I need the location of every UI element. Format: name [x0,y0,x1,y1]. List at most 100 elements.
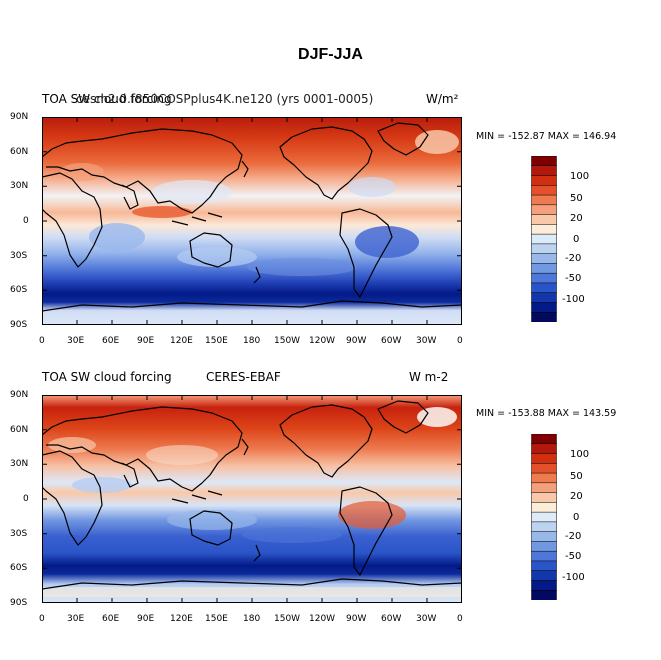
panel-2-lat-tick: 60S [10,563,28,573]
panel-2-lon-tick: 30W [416,614,437,624]
panel-2-colorbar-label: 0 [573,512,580,523]
panel-1-colorbar [531,156,557,322]
panel-1-units-label: W/m² [426,92,459,106]
panel-2-colorbar-label: 20 [570,491,583,502]
panel-1-colorbar-label: 0 [573,234,580,245]
colorbar-swatch [531,185,557,196]
colorbar-swatch [531,263,557,274]
panel-1-lon-tick: 150E [205,336,228,346]
panel-1-lon-tick: 180 [243,336,261,346]
panel-2-map [42,395,462,603]
colorbar-swatch [531,472,557,484]
colorbar-swatch [531,204,557,216]
panel-1-lat-tick: 90S [10,320,28,330]
panel-1-lon-tick: 0 [39,336,45,346]
panel-1-lat-tick: 60N [10,147,29,157]
panel-2-lon-tick: 0 [39,614,45,624]
panel-1-lat-tick: 90N [10,112,29,122]
panel-2-colorbar-label: 100 [570,449,590,460]
panel-1-colorbar-label: -100 [562,294,585,305]
panel-1-map [42,117,462,325]
panel-2-lat-tick: 30S [10,529,28,539]
colorbar-swatch [531,165,557,177]
panel-2-lat-tick: 60N [10,425,29,435]
colorbar-swatch [531,589,557,600]
panel-1-lon-tick: 150W [274,336,301,346]
panel-1-colorbar-label: -20 [565,253,582,264]
colorbar-swatch [531,492,557,503]
panel-2-colorbar-label: -100 [562,572,585,583]
panel-2-lat-tick: 90N [10,390,29,400]
panel-2-lat-tick: 30N [10,459,29,469]
panel-1-lon-tick: 60W [381,336,402,346]
panel-2-colorbar-label: 50 [570,471,583,482]
panel-1-lon-tick: 0 [457,336,463,346]
panel-2-left-label: TOA SW cloud forcing [42,370,172,384]
panel-1-lat-tick: 60S [10,285,28,295]
panel-1-lon-tick: 120E [170,336,193,346]
colorbar-swatch [531,194,557,206]
colorbar-swatch [531,253,557,264]
colorbar-swatch [531,272,557,284]
panel-1-lon-tick: 120W [309,336,336,346]
panel-2-colorbar-label: -20 [565,531,582,542]
panel-1-colorbar-label: -50 [565,273,582,284]
panel-1-lat-tick: 30N [10,181,29,191]
colorbar-swatch [531,531,557,542]
panel-1-center-label: cesm2.0.f850COSPplus4K.ne120 (yrs 0001-0… [76,92,374,106]
panel-2-center-label: CERES-EBAF [206,370,281,384]
panel-2-colorbar [531,434,557,600]
colorbar-swatch [531,243,557,255]
colorbar-swatch [531,453,557,464]
colorbar-swatch [531,502,557,513]
panel-2-units-label: W m-2 [409,370,449,384]
panel-1-lon-tick: 30E [67,336,85,346]
colorbar-swatch [531,570,557,582]
panel-2-lon-tick: 0 [457,614,463,624]
colorbar-swatch [531,434,557,445]
panel-2-lon-tick: 120E [170,614,193,624]
colorbar-swatch [531,175,557,186]
panel-1-lon-tick: 90E [137,336,155,346]
colorbar-swatch [531,311,557,322]
colorbar-swatch [531,282,557,294]
colorbar-swatch [531,233,557,245]
panel-1-colorbar-label: 20 [570,213,583,224]
panel-2-lat-tick: 0 [23,494,29,504]
panel-2-lon-tick: 150W [274,614,301,624]
colorbar-swatch [531,214,557,225]
panel-2-lon-tick: 180 [243,614,261,624]
panel-2-lon-tick: 90E [137,614,155,624]
panel-1-colorbar-label: 50 [570,193,583,204]
panel-1-colorbar-label: 100 [570,171,590,182]
panel-2-lon-tick: 120W [309,614,336,624]
panel-2-min-max: MIN = -153.88 MAX = 143.59 [476,408,617,419]
colorbar-swatch [531,292,557,304]
panel-2-lon-tick: 150E [205,614,228,624]
panel-1-lon-tick: 90W [346,336,367,346]
figure-title: DJF-JJA [298,46,363,63]
colorbar-swatch [531,482,557,494]
panel-2-lat-tick: 90S [10,598,28,608]
colorbar-swatch [531,443,557,455]
panel-1-lon-tick: 30W [416,336,437,346]
colorbar-swatch [531,541,557,552]
colorbar-swatch [531,156,557,167]
panel-1-lat-tick: 30S [10,251,28,261]
colorbar-swatch [531,550,557,562]
panel-2-lon-tick: 30E [67,614,85,624]
colorbar-swatch [531,560,557,572]
panel-2-lon-tick: 60W [381,614,402,624]
panel-2-colorbar-label: -50 [565,551,582,562]
colorbar-swatch [531,511,557,523]
panel-1-left-label: TOA SW cloud forcing [42,92,172,106]
colorbar-swatch [531,302,557,313]
colorbar-swatch [531,521,557,533]
colorbar-swatch [531,580,557,591]
colorbar-swatch [531,463,557,474]
panel-1-min-max: MIN = -152.87 MAX = 146.94 [476,131,617,142]
panel-2-lon-tick: 90W [346,614,367,624]
colorbar-swatch [531,224,557,235]
panel-2-lon-tick: 60E [102,614,120,624]
